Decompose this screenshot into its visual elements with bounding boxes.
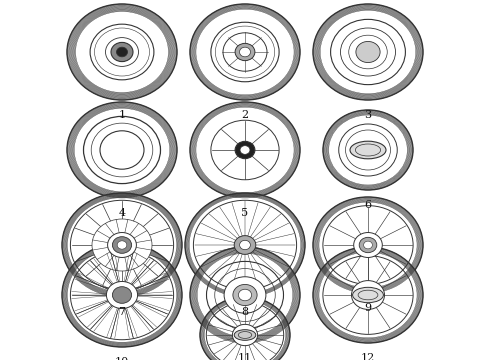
Ellipse shape [95,28,149,76]
Ellipse shape [235,141,255,159]
Ellipse shape [62,193,182,297]
Ellipse shape [356,41,380,63]
Ellipse shape [239,289,251,301]
Ellipse shape [224,277,266,313]
Ellipse shape [349,35,387,69]
Ellipse shape [185,193,305,297]
Ellipse shape [364,241,372,249]
Text: 5: 5 [242,208,248,218]
Ellipse shape [67,102,177,198]
Text: 4: 4 [119,208,125,218]
Ellipse shape [331,19,405,85]
Ellipse shape [215,26,275,78]
Ellipse shape [313,247,423,343]
Ellipse shape [353,287,383,303]
Ellipse shape [234,236,256,255]
Ellipse shape [112,287,132,303]
Text: 8: 8 [242,307,248,317]
Ellipse shape [108,233,136,257]
Ellipse shape [240,240,250,250]
Text: 11: 11 [238,353,252,360]
Ellipse shape [117,241,127,249]
Ellipse shape [235,43,255,60]
Ellipse shape [92,219,152,271]
Ellipse shape [117,47,127,57]
Ellipse shape [354,233,382,257]
Ellipse shape [200,297,290,360]
Ellipse shape [190,247,300,343]
Text: 1: 1 [119,110,125,120]
Ellipse shape [106,282,138,309]
Text: 3: 3 [365,110,371,120]
Ellipse shape [351,280,385,309]
Text: 7: 7 [119,307,125,317]
Text: 6: 6 [365,200,371,210]
Ellipse shape [240,47,250,57]
Ellipse shape [323,110,413,190]
Text: 12: 12 [361,353,375,360]
Ellipse shape [190,102,300,198]
Ellipse shape [350,141,386,159]
Ellipse shape [112,237,132,253]
Ellipse shape [100,131,144,169]
Ellipse shape [232,324,258,346]
Ellipse shape [359,237,377,253]
Ellipse shape [190,4,300,100]
Ellipse shape [67,4,177,100]
Ellipse shape [234,330,256,340]
Ellipse shape [240,146,250,154]
Ellipse shape [62,243,182,347]
Ellipse shape [313,4,423,100]
Ellipse shape [111,42,133,62]
Ellipse shape [313,197,423,293]
Text: 10: 10 [115,357,129,360]
Ellipse shape [233,284,257,306]
Text: 2: 2 [242,110,248,120]
Text: 9: 9 [365,303,371,313]
